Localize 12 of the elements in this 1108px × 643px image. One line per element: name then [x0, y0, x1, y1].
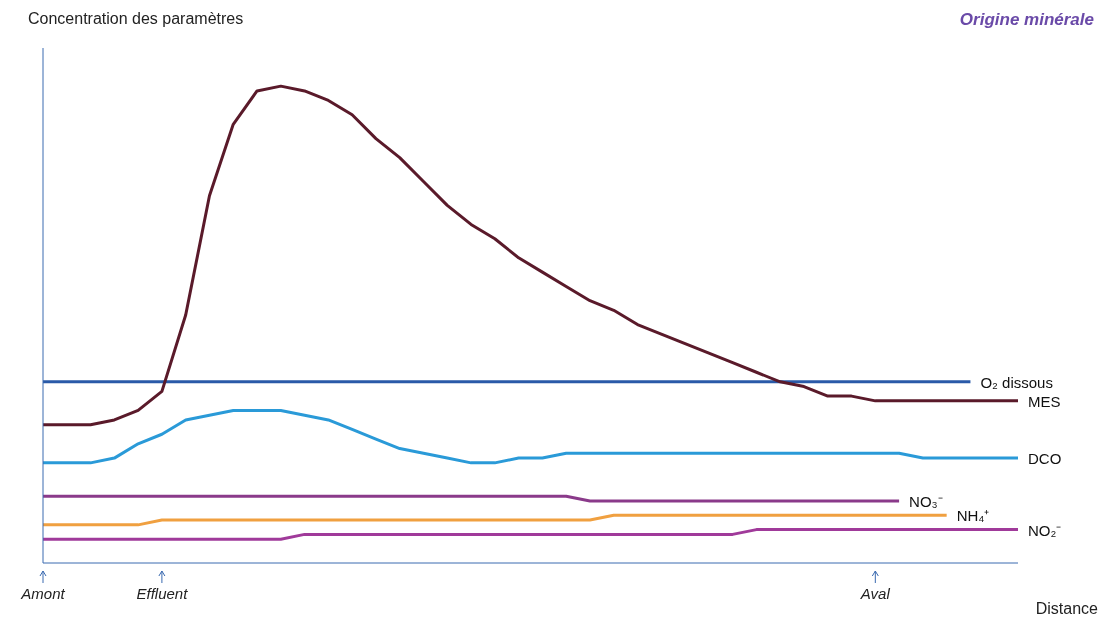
- x-axis-title: Distance: [1035, 600, 1098, 618]
- series-label: NO₂⁻: [1028, 521, 1062, 539]
- chart-title: Origine minérale: [959, 10, 1094, 30]
- series-label: NO₃⁻: [909, 493, 943, 511]
- x-tick-label: Aval: [859, 585, 891, 602]
- series-label: MES: [1028, 392, 1061, 410]
- series-label: NH₄⁺: [956, 507, 990, 525]
- series-label: DCO: [1028, 450, 1062, 468]
- series-label: O₂ dissous: [980, 373, 1053, 391]
- x-tick-label: Effluent: [136, 585, 189, 602]
- x-tick-label: Amont: [20, 585, 66, 602]
- y-axis-title: Concentration des paramètres: [28, 10, 244, 28]
